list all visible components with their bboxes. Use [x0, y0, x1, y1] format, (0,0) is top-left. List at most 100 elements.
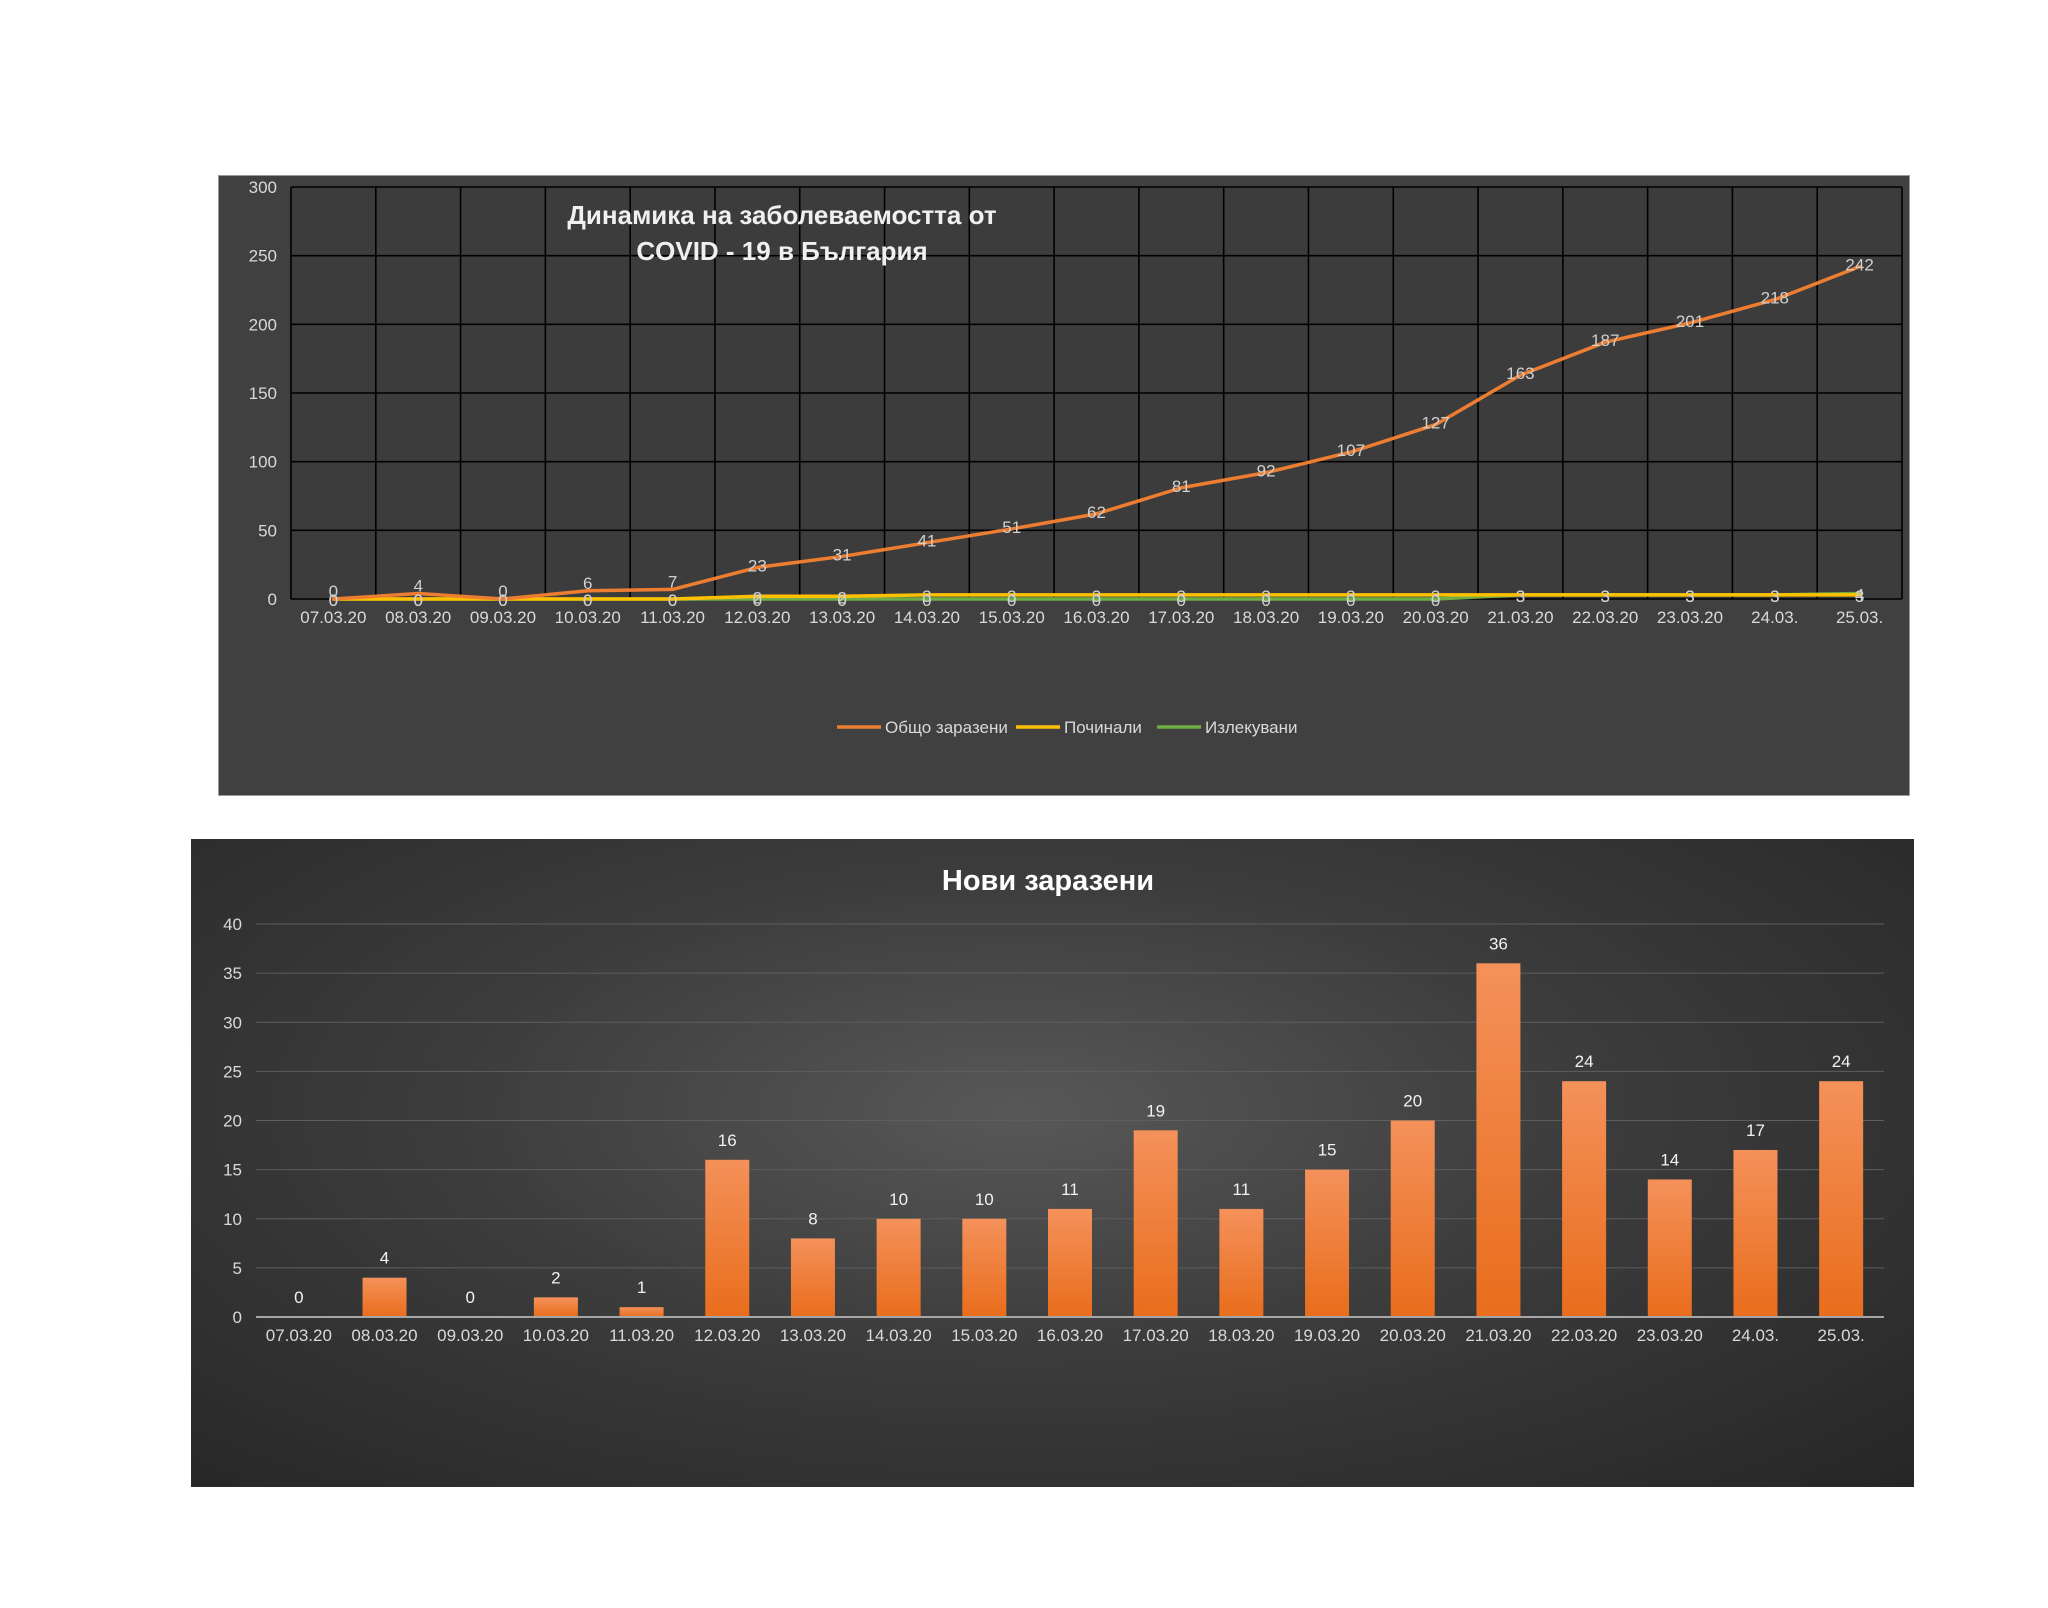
x-tick-label: 20.03.20	[1403, 608, 1469, 627]
data-label-series-1: 51	[1002, 518, 1021, 537]
x-tick-label: 12.03.20	[724, 608, 790, 627]
x-tick-label: 10.03.20	[555, 608, 621, 627]
data-label-series-1: 127	[1421, 414, 1449, 433]
data-label-series-2: 3	[922, 587, 931, 606]
bar	[533, 1297, 578, 1317]
data-label-series-2: 3	[1855, 587, 1864, 606]
data-label-series-2: 3	[1685, 587, 1694, 606]
x-tick-label: 15.03.20	[951, 1326, 1017, 1345]
legend-label-1: Общо заразени	[885, 718, 1008, 737]
bar-data-label: 10	[889, 1190, 908, 1209]
data-label-series-2: 0	[498, 591, 507, 610]
bar-data-label: 15	[1318, 1141, 1337, 1160]
data-label-series-3: 0	[837, 591, 846, 610]
data-label-series-2: 3	[1007, 587, 1016, 606]
x-tick-label: 19.03.20	[1294, 1326, 1360, 1345]
y-tick-label: 40	[223, 915, 242, 934]
bar	[876, 1218, 921, 1317]
y-tick-label: 30	[223, 1013, 242, 1032]
data-label-series-3: 3	[1601, 587, 1610, 606]
bar-data-label: 20	[1403, 1092, 1422, 1111]
data-label-series-2: 0	[329, 591, 338, 610]
x-tick-label: 23.03.20	[1657, 608, 1723, 627]
chart-title: Нови заразени	[942, 865, 1154, 897]
x-tick-label: 17.03.20	[1148, 608, 1214, 627]
bar-data-label: 0	[294, 1288, 303, 1307]
y-tick-label: 50	[258, 521, 277, 540]
data-label-series-2: 3	[1092, 587, 1101, 606]
x-tick-label: 07.03.20	[300, 608, 366, 627]
chart-title-line-1: Динамика на заболеваемостта от	[567, 200, 996, 230]
bar	[1048, 1208, 1092, 1317]
data-label-series-1: 163	[1506, 364, 1534, 383]
data-label-series-1: 242	[1845, 256, 1873, 275]
data-label-series-3: 0	[413, 591, 422, 610]
bar	[790, 1238, 835, 1317]
x-tick-label: 24.03.	[1751, 608, 1798, 627]
data-label-series-1: 7	[668, 572, 677, 591]
data-label-series-3: 0	[583, 591, 592, 610]
x-tick-label: 16.03.20	[1037, 1326, 1103, 1345]
y-tick-label: 15	[223, 1161, 242, 1180]
x-tick-label: 19.03.20	[1318, 608, 1384, 627]
bar-data-label: 14	[1660, 1150, 1679, 1169]
data-label-series-1: 6	[583, 574, 592, 593]
data-label-series-2: 3	[1516, 587, 1525, 606]
series-line-2	[331, 593, 1862, 601]
legend-label-2: Починали	[1064, 718, 1142, 737]
data-label-series-1: 218	[1761, 289, 1789, 308]
data-label-series-3: 0	[498, 591, 507, 610]
x-tick-label: 18.03.20	[1208, 1326, 1274, 1345]
y-tick-label: 25	[223, 1062, 242, 1081]
x-tick-label: 25.03.	[1836, 608, 1883, 627]
y-tick-label: 0	[233, 1308, 242, 1327]
y-tick-label: 5	[233, 1259, 242, 1278]
bar-data-label: 16	[718, 1131, 737, 1150]
x-tick-label: 07.03.20	[266, 1326, 332, 1345]
bar	[1733, 1149, 1778, 1317]
x-tick-label: 20.03.20	[1380, 1326, 1446, 1345]
line-chart-panel: 0 50 100 150 200 250 300 07.03.20 08.03.20 09.03.…	[218, 175, 1910, 796]
data-label-series-3: 0	[922, 591, 931, 610]
x-tick-label: 17.03.20	[1123, 1326, 1189, 1345]
x-tick-label: 09.03.20	[470, 608, 536, 627]
bar	[619, 1307, 664, 1317]
y-tick-label: 10	[223, 1210, 242, 1229]
data-label-series-1: 201	[1676, 312, 1704, 331]
x-tick-label: 22.03.20	[1572, 608, 1638, 627]
bar	[1305, 1169, 1350, 1317]
bar-data-label: 11	[1233, 1180, 1251, 1199]
data-label-series-3: 0	[1177, 591, 1186, 610]
bar	[705, 1159, 750, 1317]
x-tick-label: 22.03.20	[1551, 1326, 1617, 1345]
series-line-1	[331, 264, 1862, 601]
bar	[1476, 963, 1521, 1317]
y-tick-label: 35	[223, 964, 242, 983]
data-label-series-1: 0	[498, 582, 507, 601]
data-label-series-3: 3	[1685, 587, 1694, 606]
x-tick-label: 11.03.20	[640, 608, 705, 627]
bar	[1647, 1179, 1692, 1317]
x-tick-label: 14.03.20	[866, 1326, 932, 1345]
data-label-series-2: 0	[583, 591, 592, 610]
y-tick-label: 150	[249, 384, 277, 403]
data-label-series-2: 2	[753, 588, 762, 607]
bar-data-label: 2	[551, 1268, 560, 1287]
data-label-series-2: 3	[1177, 587, 1186, 606]
data-label-series-1: 187	[1591, 331, 1619, 350]
data-label-series-1: 41	[917, 532, 936, 551]
data-label-series-1: 62	[1087, 503, 1106, 522]
data-label-series-1: 0	[329, 582, 338, 601]
x-tick-label: 10.03.20	[523, 1326, 589, 1345]
data-label-series-3: 0	[1261, 591, 1270, 610]
data-label-series-2: 3	[1770, 587, 1779, 606]
data-label-series-1: 107	[1337, 441, 1365, 460]
bar-data-label: 17	[1746, 1121, 1765, 1140]
data-label-series-1: 81	[1172, 477, 1191, 496]
data-label-series-3: 0	[1007, 591, 1016, 610]
data-label-series-3: 3	[1516, 587, 1525, 606]
x-tick-label: 18.03.20	[1233, 608, 1299, 627]
data-label-series-2: 2	[837, 588, 846, 607]
bar	[962, 1218, 1007, 1317]
